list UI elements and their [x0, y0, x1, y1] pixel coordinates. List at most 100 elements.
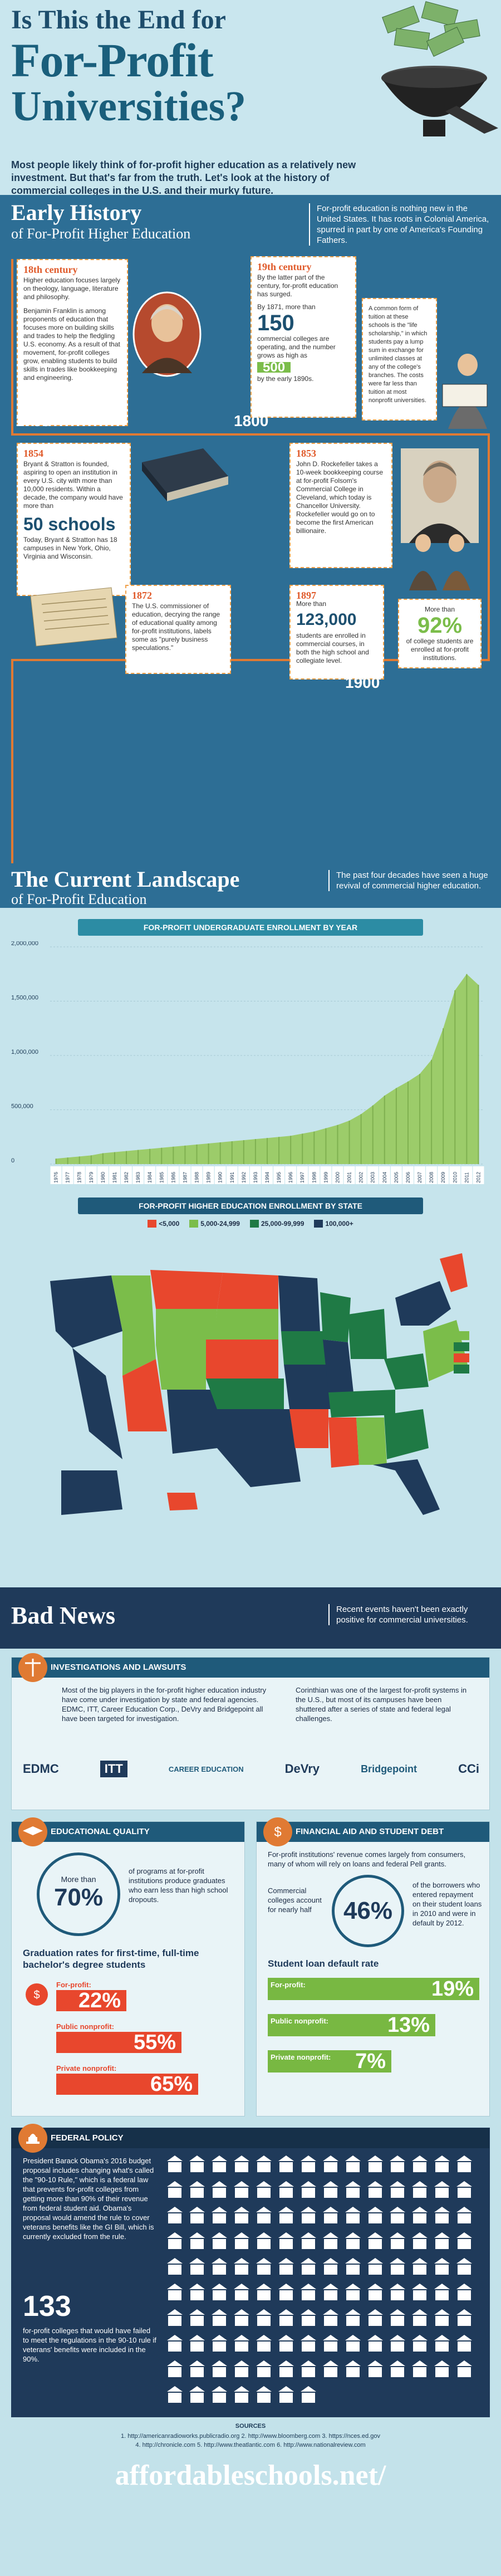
college-icon: [367, 2181, 383, 2198]
x-tick-box: [121, 1166, 132, 1184]
college-icon: [189, 2309, 205, 2326]
x-tick-label: 2009: [440, 1172, 446, 1183]
educational-quality-head: EDUCATIONAL QUALITY: [12, 1822, 244, 1842]
landscape-header: [0, 863, 501, 908]
college-icon: [412, 2284, 428, 2300]
capitol-icon: [18, 2124, 47, 2153]
college-icon: [390, 2309, 405, 2326]
college-icon: [212, 2335, 227, 2352]
college-icon: [278, 2207, 294, 2223]
svg-text:$: $: [274, 1825, 281, 1840]
card-text: Today, Bryant & Stratton has 18 campuses…: [23, 536, 117, 560]
x-tick-box: [85, 1166, 97, 1184]
x-tick-label: 1986: [170, 1172, 176, 1183]
enrollment-point: [384, 1096, 385, 1164]
fin-text3: of the borrowers who entered repayment o…: [412, 1881, 482, 1927]
landscape-note: The past four decades have seen a huge r…: [328, 870, 490, 891]
timeline-line: [11, 659, 490, 661]
footer-url[interactable]: affordableschools.net/: [115, 2460, 386, 2491]
eq-text: of programs at for-profit institutions p…: [129, 1867, 228, 1904]
svg-text:$: $: [33, 1989, 40, 2001]
college-icon: [456, 2232, 472, 2249]
x-tick-label: 2003: [370, 1172, 376, 1183]
x-tick-label: 1993: [253, 1172, 258, 1183]
stat-150: 150: [257, 311, 294, 335]
college-icon: [301, 2258, 316, 2275]
landscape-section: The Current Landscape of For-Profit Educ…: [0, 863, 501, 1587]
us-state-map: [50, 1253, 469, 1515]
hero-intro: Most people likely think of for-profit h…: [11, 159, 356, 195]
college-icon: [256, 2335, 272, 2352]
students-illustration: [409, 534, 470, 590]
college-icon: [323, 2232, 338, 2249]
x-tick-box: [473, 1166, 484, 1184]
timeline-line: [488, 434, 490, 660]
college-icon: [456, 2335, 472, 2352]
card-era: 1854: [23, 448, 43, 459]
enrollment-area: [56, 974, 479, 1164]
college-icon: [456, 2309, 472, 2326]
college-icon: [390, 2181, 405, 2198]
enrollment-point: [196, 1144, 198, 1164]
hero-title-line3: Universities?: [11, 83, 247, 130]
x-tick-box: [97, 1166, 109, 1184]
college-icon: [434, 2309, 450, 2326]
x-tick-box: [132, 1166, 144, 1184]
card-text: of college students are enrolled at for-…: [406, 637, 474, 662]
card-1872: 1872 The U.S. commissioner of education,…: [125, 585, 231, 674]
card-era: 1897: [296, 590, 316, 601]
bad-news-header: [0, 1587, 501, 1649]
college-icon: [167, 2386, 183, 2403]
college-icon: [390, 2360, 405, 2377]
x-tick-box: [461, 1166, 473, 1184]
enrollment-point: [55, 1159, 57, 1164]
x-tick-label: 1997: [299, 1172, 305, 1183]
enrollment-point: [478, 985, 479, 1164]
college-icon: [367, 2232, 383, 2249]
college-icon: [278, 2284, 294, 2300]
x-tick-box: [50, 1166, 62, 1184]
card-19th-century: 19th century By the latter part of the c…: [250, 256, 356, 418]
financial-aid-panel: FINANCIAL AID AND STUDENT DEBT $ For-pro…: [256, 1817, 490, 2116]
enrollment-point: [149, 1148, 151, 1164]
college-icon: [256, 2232, 272, 2249]
eq-circle: More than 70%: [37, 1852, 120, 1936]
college-icon: [345, 2360, 361, 2377]
default-label-private: Private nonprofit:: [271, 2053, 331, 2061]
college-icon: [256, 2386, 272, 2403]
college-icon: [234, 2335, 249, 2352]
sources-line1: 1. http://americanradioworks.publicradio…: [121, 2433, 380, 2440]
x-tick-label: 1989: [206, 1172, 212, 1183]
enrollment-point: [313, 1131, 315, 1164]
document-illustration: [30, 587, 117, 647]
x-tick-box: [426, 1166, 438, 1184]
x-tick-label: 1998: [311, 1172, 317, 1183]
college-icon: [212, 2386, 227, 2403]
x-tick-box: [226, 1166, 238, 1184]
x-tick-label: 1996: [288, 1172, 293, 1183]
college-icon: [167, 2232, 183, 2249]
college-icon: [345, 2181, 361, 2198]
college-icon: [345, 2284, 361, 2300]
college-icon: [434, 2284, 450, 2300]
enrollment-point: [267, 1138, 268, 1164]
college-icon: [301, 2360, 316, 2377]
x-tick-label: 2012: [475, 1172, 481, 1183]
enrollment-point: [372, 1105, 374, 1164]
fp-text: President Barack Obama's 2016 budget pro…: [23, 2157, 154, 2241]
college-icon: [434, 2335, 450, 2352]
early-subtitle: of For-Profit Higher Education: [11, 226, 191, 242]
enrollment-point: [126, 1151, 127, 1164]
card-92pct: More than 92% of college students are en…: [398, 599, 482, 668]
investigations-text1: Most of the big players in the for-profi…: [62, 1686, 267, 1723]
enrollment-point: [419, 1074, 421, 1164]
college-icon: [189, 2207, 205, 2223]
x-tick-label: 1991: [229, 1172, 235, 1183]
x-tick-label: 1990: [218, 1172, 223, 1183]
fin-text2: Commercial colleges account for nearly h…: [268, 1886, 322, 1914]
x-tick-box: [249, 1166, 261, 1184]
x-tick-label: 1977: [65, 1172, 71, 1183]
y-tick-label: 0: [11, 1157, 14, 1164]
college-icon: [434, 2155, 450, 2172]
grad-bar-public: 55%: [56, 2032, 181, 2053]
